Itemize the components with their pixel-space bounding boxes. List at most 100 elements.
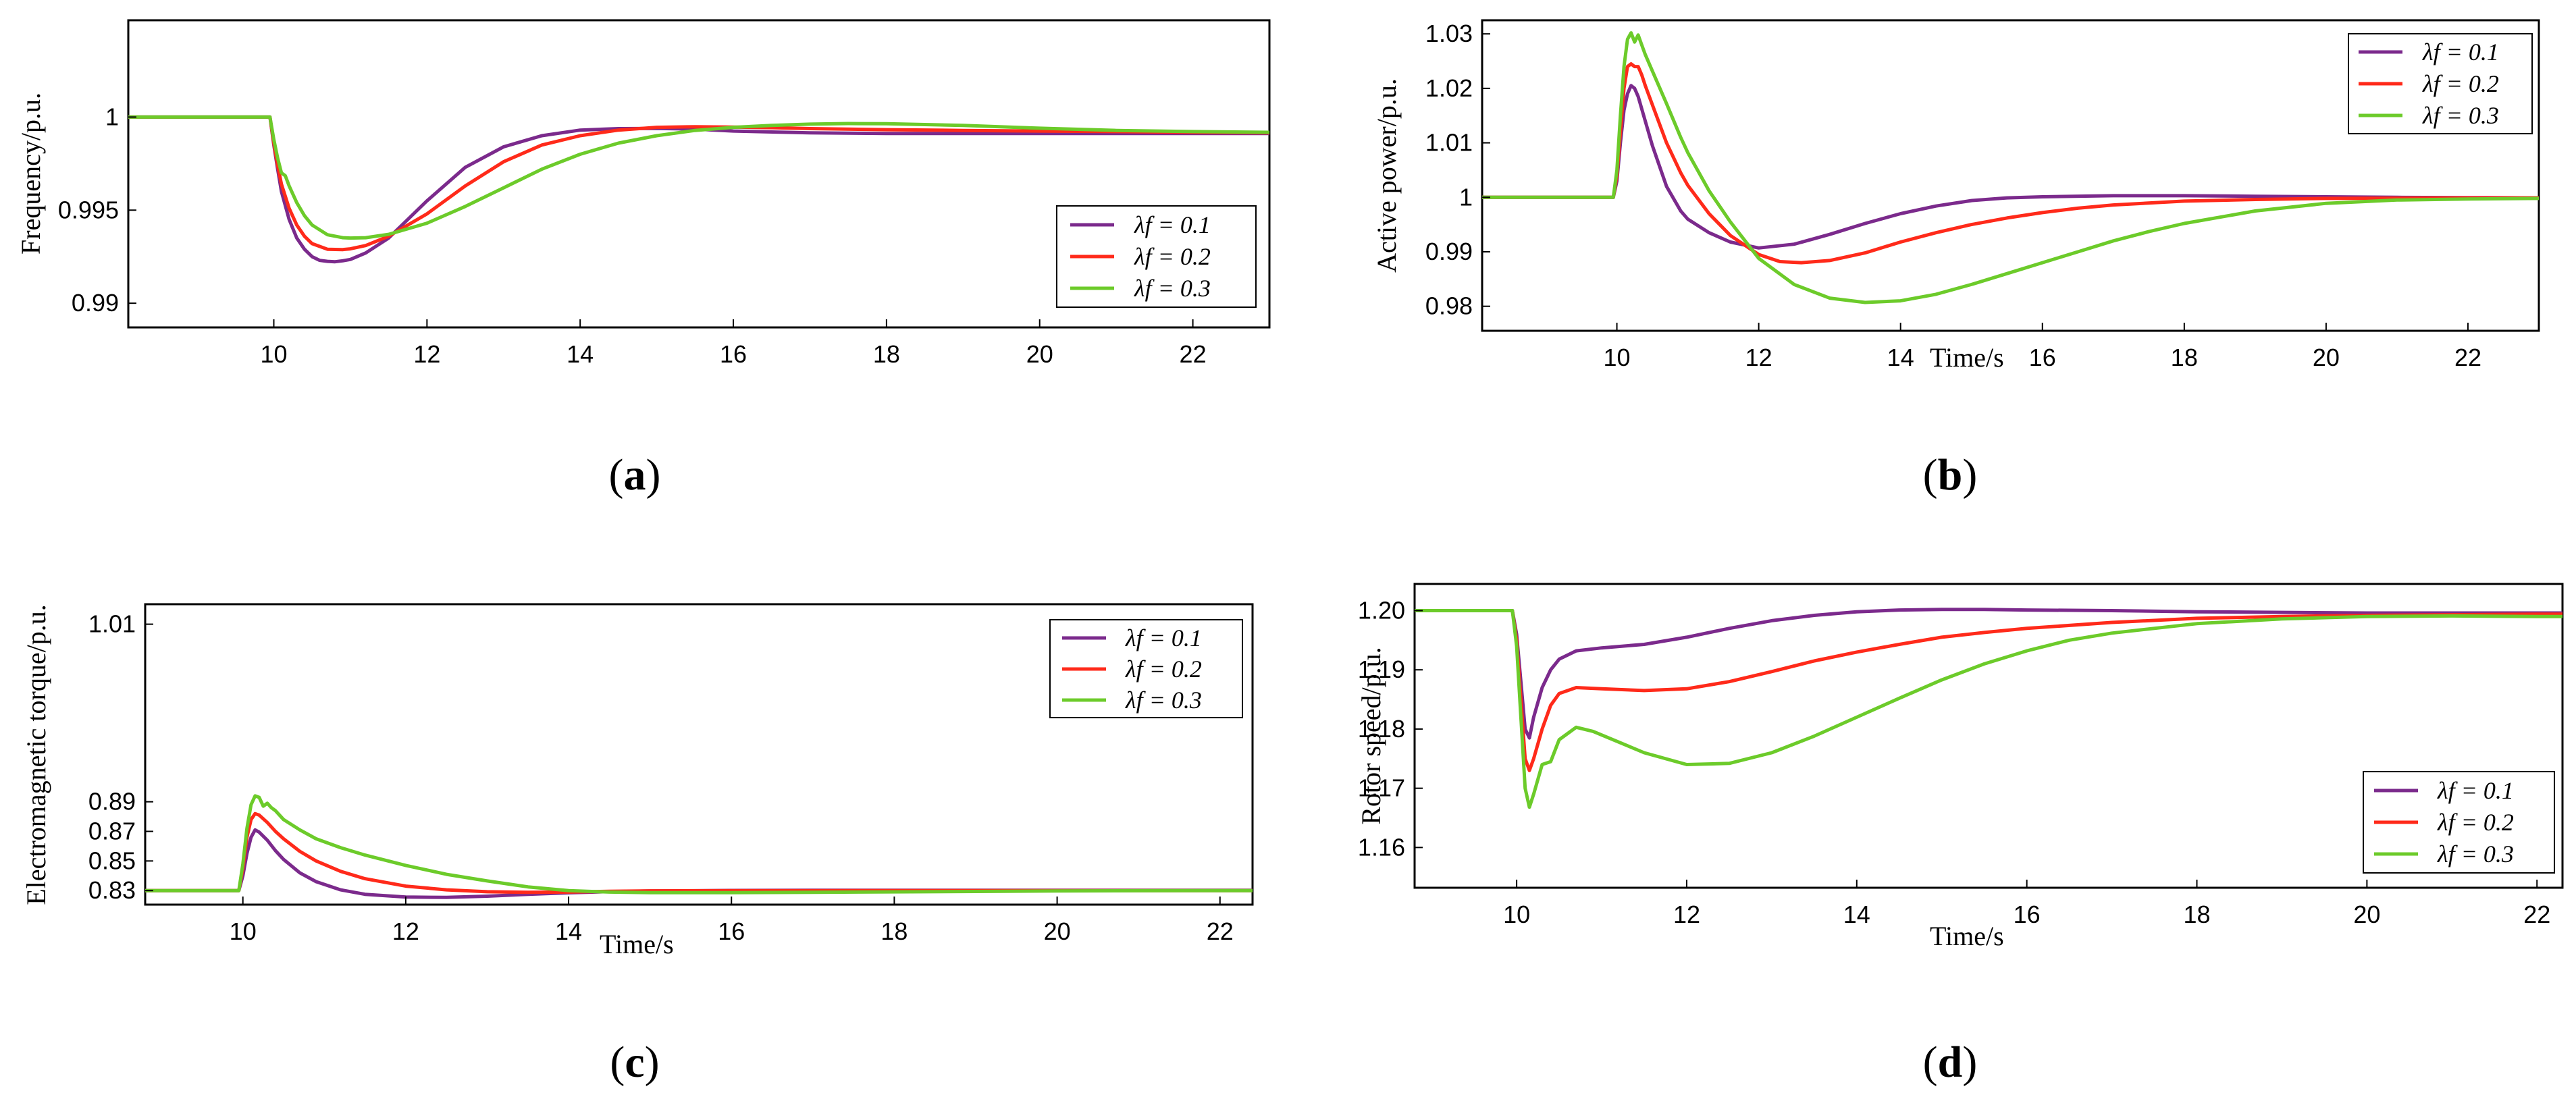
x-tick-label-c-0: 10 bbox=[230, 917, 257, 945]
y-tick-label-b-1: 0.99 bbox=[1425, 238, 1473, 265]
y-axis-label-d: Rotor speed/p.u. bbox=[1356, 647, 1386, 824]
legend-label-a-1: λf = 0.2 bbox=[1134, 243, 1211, 270]
x-tick-label-c-3: 16 bbox=[718, 917, 745, 945]
y-axis-label-c: Electromagnetic torque/p.u. bbox=[21, 604, 51, 905]
x-tick-label-a-0: 10 bbox=[260, 340, 287, 368]
series-line-d-2 bbox=[1415, 609, 2562, 809]
x-tick-label-a-6: 22 bbox=[1180, 340, 1207, 368]
x-tick-label-b-4: 18 bbox=[2171, 344, 2198, 371]
plot-area-b bbox=[1481, 19, 2540, 332]
y-tick-label-a-0: 0.99 bbox=[72, 289, 119, 317]
x-axis-label-c: Time/s bbox=[600, 929, 674, 959]
x-tick-label-c-5: 20 bbox=[1044, 917, 1071, 945]
series-line-b-0 bbox=[1482, 84, 2540, 250]
plot-area-c bbox=[144, 603, 1254, 906]
y-tick-label-c-3: 0.89 bbox=[88, 788, 136, 816]
x-tick-label-b-1: 12 bbox=[1745, 344, 1772, 371]
legend-a: λf = 0.1 λf = 0.2 λf = 0.3 bbox=[1056, 205, 1257, 308]
y-tick-label-b-4: 1.02 bbox=[1425, 74, 1473, 102]
panel-label-d: (d) bbox=[1923, 1038, 1978, 1087]
x-tick-label-d-6: 22 bbox=[2523, 901, 2550, 928]
tick-layer-a: 10 12 14 16 18 20 22 0.99 0.995 1 bbox=[58, 103, 1207, 368]
series-line-d-0 bbox=[1415, 608, 2562, 740]
y-tick-label-d-1: 1.17 bbox=[1358, 774, 1405, 802]
x-tick-label-d-4: 18 bbox=[2183, 901, 2210, 928]
legend-label-d-1: λf = 0.2 bbox=[2437, 809, 2514, 836]
x-tick-label-c-1: 12 bbox=[392, 917, 419, 945]
x-tick-label-b-2: 14 bbox=[1887, 344, 1914, 371]
y-tick-label-d-4: 1.20 bbox=[1358, 596, 1405, 624]
y-tick-label-d-3: 1.19 bbox=[1358, 656, 1405, 683]
series-line-b-1 bbox=[1482, 62, 2539, 265]
y-tick-label-a-1: 0.995 bbox=[58, 196, 119, 223]
y-tick-label-b-0: 0.98 bbox=[1425, 292, 1473, 320]
tick-layer-c: 10 12 14 16 18 20 22 0.830.850.870.89 1.01 bbox=[88, 610, 1234, 945]
x-tick-label-d-5: 20 bbox=[2353, 901, 2380, 928]
plot-area-a bbox=[127, 19, 1271, 329]
series-layer-b bbox=[1482, 31, 2540, 304]
panel-label-b: (b) bbox=[1923, 450, 1978, 500]
y-tick-label-b-5: 1.03 bbox=[1425, 20, 1473, 47]
x-tick-label-b-3: 16 bbox=[2029, 344, 2056, 371]
x-tick-label-a-5: 20 bbox=[1026, 340, 1053, 368]
x-tick-label-a-2: 14 bbox=[567, 340, 594, 368]
series-layer-a bbox=[128, 115, 1270, 264]
x-tick-label-b-6: 22 bbox=[2454, 344, 2481, 371]
y-tick-label-c-2: 0.87 bbox=[88, 817, 136, 845]
series-line-c-2 bbox=[145, 794, 1253, 894]
x-tick-label-d-3: 16 bbox=[2014, 901, 2041, 928]
plot-area-d bbox=[1413, 583, 2564, 889]
legend-label-b-1: λf = 0.2 bbox=[2422, 70, 2499, 97]
y-tick-label-a-2: 1 bbox=[105, 103, 119, 130]
y-tick-label-d-0: 1.16 bbox=[1358, 833, 1405, 861]
y-tick-label-c-0: 0.83 bbox=[88, 876, 136, 904]
x-tick-label-b-0: 10 bbox=[1604, 344, 1631, 371]
x-tick-label-d-0: 10 bbox=[1503, 901, 1530, 928]
y-tick-label-b-2: 1 bbox=[1459, 183, 1473, 211]
series-line-a-1 bbox=[128, 115, 1270, 252]
legend-label-b-2: λf = 0.3 bbox=[2422, 102, 2499, 129]
x-tick-label-a-4: 18 bbox=[873, 340, 900, 368]
series-layer-d bbox=[1415, 608, 2562, 809]
y-axis-label-b: Active power/p.u. bbox=[1371, 78, 1402, 273]
legend-b: λf = 0.1 λf = 0.2 λf = 0.3 bbox=[2348, 33, 2533, 134]
legend-label-c-2: λf = 0.3 bbox=[1125, 687, 1202, 714]
legend-c: λf = 0.1 λf = 0.2 λf = 0.3 bbox=[1049, 619, 1243, 718]
y-tick-label-c-1: 0.85 bbox=[88, 847, 136, 874]
legend-label-b-0: λf = 0.1 bbox=[2422, 38, 2499, 65]
panel-b-active-power: Active power/p.u. Time/s 10 12 14 16 18 20 22 0… bbox=[1371, 19, 2540, 500]
x-tick-label-c-2: 14 bbox=[555, 917, 582, 945]
x-tick-label-a-3: 16 bbox=[720, 340, 747, 368]
legend-d: λf = 0.1 λf = 0.2 λf = 0.3 bbox=[2363, 771, 2555, 874]
legend-label-a-0: λf = 0.1 bbox=[1134, 211, 1211, 238]
panel-label-a: (a) bbox=[609, 450, 661, 500]
x-tick-label-a-1: 12 bbox=[413, 340, 440, 368]
legend-label-d-2: λf = 0.3 bbox=[2437, 840, 2514, 867]
x-tick-label-c-4: 18 bbox=[880, 917, 908, 945]
x-tick-label-b-5: 20 bbox=[2313, 344, 2340, 371]
x-tick-label-d-2: 14 bbox=[1843, 901, 1870, 928]
legend-label-d-0: λf = 0.1 bbox=[2437, 777, 2514, 804]
x-axis-label-b: Time/s bbox=[1930, 342, 2004, 373]
y-tick-label-d-2: 1.18 bbox=[1358, 715, 1405, 743]
x-tick-label-c-6: 22 bbox=[1207, 917, 1234, 945]
series-layer-c bbox=[145, 794, 1253, 899]
legend-label-c-1: λf = 0.2 bbox=[1125, 656, 1202, 683]
panel-a-frequency: Frequency/p.u. 10 12 14 16 18 20 220.990.9951 … bbox=[16, 19, 1271, 500]
series-line-b-2 bbox=[1482, 31, 2540, 304]
y-axis-label-a: Frequency/p.u. bbox=[16, 92, 46, 255]
y-tick-label-b-3: 1.01 bbox=[1425, 129, 1473, 157]
x-axis-label-d: Time/s bbox=[1930, 921, 2004, 951]
y-tick-label-c-4: 1.01 bbox=[88, 610, 136, 638]
series-line-a-2 bbox=[128, 115, 1270, 240]
series-line-a-0 bbox=[128, 115, 1269, 264]
legend-label-c-0: λf = 0.1 bbox=[1125, 624, 1202, 651]
tick-layer-b: 10 12 14 16 18 20 22 0.98 0.99 1 1.01 1.02 1.03 bbox=[1425, 20, 2481, 371]
panel-label-c: (c) bbox=[610, 1038, 659, 1087]
tick-layer-d: 10 12 14 16 18 20 22 1.16 1.17 1.18 1.19 1.20 bbox=[1358, 596, 2550, 928]
x-tick-label-d-1: 12 bbox=[1673, 901, 1700, 928]
panel-d-rotor-speed: Rotor speed/p.u. Time/s 10 12 14 16 18 20 22 1.… bbox=[1356, 583, 2564, 1087]
legend-label-a-2: λf = 0.3 bbox=[1134, 275, 1211, 302]
panel-c-electromagnetic-torque: Electromagnetic torque/p.u. Time/s 10 12 1… bbox=[21, 603, 1254, 1087]
